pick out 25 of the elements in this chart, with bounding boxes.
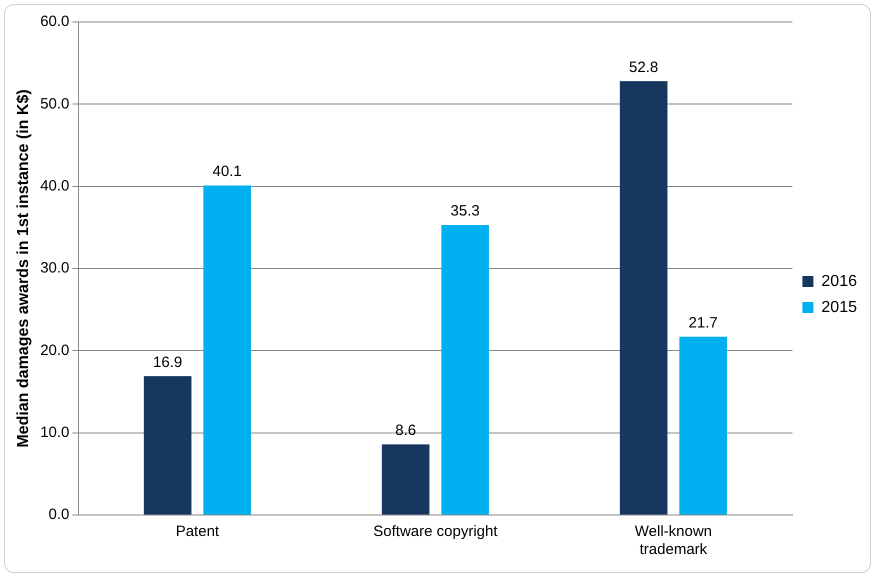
bar (203, 186, 251, 514)
data-label: 40.1 (212, 163, 242, 180)
legend-label: 2015 (821, 298, 858, 316)
bar (620, 81, 668, 514)
y-tick-label: 30.0 (40, 260, 70, 277)
y-tick-label: 60.0 (40, 13, 70, 30)
bar (144, 376, 192, 514)
x-tick-label: Well-known trademark (634, 523, 712, 558)
data-label: 52.8 (629, 58, 658, 76)
y-tick-label: 50.0 (40, 95, 70, 112)
legend-label: 2016 (821, 272, 858, 290)
data-label: 8.6 (395, 422, 416, 439)
y-tick-label: 20.0 (40, 342, 70, 359)
x-tick-label: Patent (176, 523, 220, 540)
bar (382, 444, 430, 514)
bar (679, 336, 727, 514)
data-label: 21.7 (688, 314, 718, 332)
data-label: 35.3 (450, 202, 480, 220)
data-label: 16.9 (153, 354, 182, 371)
y-tick-label: 40.0 (40, 177, 70, 194)
y-tick-label: 0.0 (48, 506, 70, 524)
y-axis-title: Median damages awards in 1st instance (in K$) (15, 89, 32, 448)
bar (441, 224, 489, 514)
x-tick-label: Software copyright (373, 523, 498, 540)
y-tick-label: 10.0 (40, 424, 70, 441)
